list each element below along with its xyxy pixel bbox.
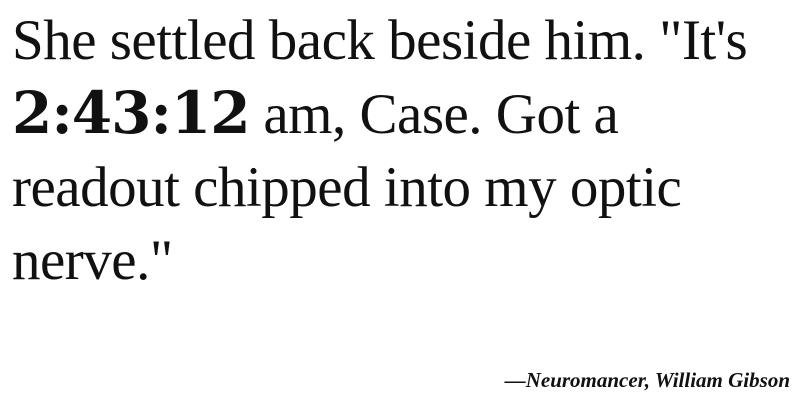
time-readout: 2:43:12 bbox=[12, 79, 251, 147]
attribution: —Neuromancer, William Gibson bbox=[504, 368, 790, 392]
quote-text-after: am, Case. Got a readout chipped into my … bbox=[12, 83, 682, 292]
quote-text: She settled back beside him. "It's 2:43:… bbox=[12, 4, 792, 297]
quote-text-before: She settled back beside him. "It's bbox=[12, 9, 748, 72]
